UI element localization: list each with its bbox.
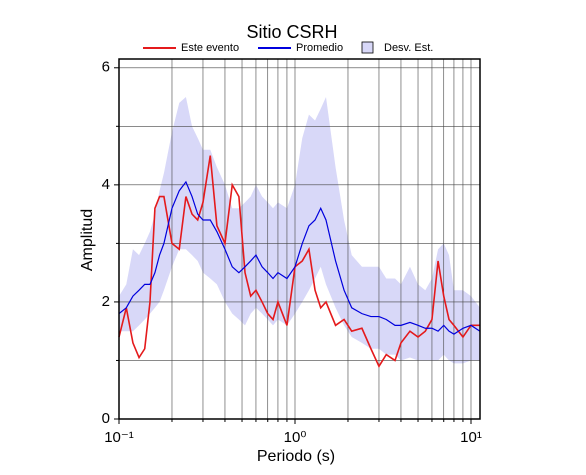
legend-label: Este evento [181, 42, 239, 54]
y-tick-label: 0 [102, 410, 110, 427]
series-line [118, 180, 481, 335]
y-axis-label: Amplitud [79, 209, 96, 271]
y-tick-label: 4 [102, 176, 110, 193]
y-tick-label: 6 [102, 59, 110, 76]
legend-label: Promedio [296, 42, 343, 54]
legend-swatch [361, 41, 374, 54]
legend-label: Desv. Est. [384, 42, 433, 54]
plot-frame [118, 58, 481, 420]
chart-title: Sitio CSRH [246, 22, 337, 42]
std-band [119, 97, 480, 364]
x-tick-label: 10⁰ [284, 429, 307, 446]
series-line [118, 155, 480, 369]
y-tick-label: 2 [102, 293, 110, 310]
x-tick-label: 10¹ [460, 429, 482, 446]
x-axis-label: Periodo (s) [257, 448, 335, 465]
x-tick-label: 10⁻¹ [104, 429, 134, 446]
